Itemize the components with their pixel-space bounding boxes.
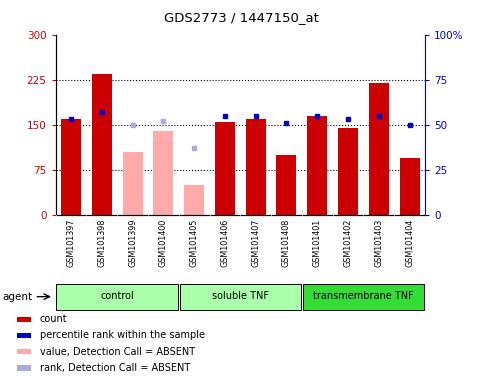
Text: GSM101407: GSM101407 [251, 218, 260, 267]
Bar [180, 284, 301, 310]
Bar [16, 349, 31, 354]
Bar [276, 155, 297, 215]
Text: GSM101398: GSM101398 [97, 218, 106, 267]
Text: GSM101408: GSM101408 [282, 218, 291, 266]
Text: GSM101400: GSM101400 [159, 218, 168, 266]
Text: GSM101399: GSM101399 [128, 218, 137, 267]
Bar [16, 316, 31, 322]
Bar [215, 122, 235, 215]
Text: GDS2773 / 1447150_at: GDS2773 / 1447150_at [164, 12, 319, 25]
Text: GSM101406: GSM101406 [220, 218, 229, 266]
Bar [61, 119, 81, 215]
Text: GSM101404: GSM101404 [405, 218, 414, 266]
Text: soluble TNF: soluble TNF [212, 291, 269, 301]
Bar [123, 152, 142, 215]
Text: percentile rank within the sample: percentile rank within the sample [40, 331, 205, 341]
Bar [92, 74, 112, 215]
Text: rank, Detection Call = ABSENT: rank, Detection Call = ABSENT [40, 362, 190, 372]
Bar [303, 284, 424, 310]
Text: GSM101397: GSM101397 [67, 218, 75, 267]
Text: value, Detection Call = ABSENT: value, Detection Call = ABSENT [40, 346, 195, 356]
Text: control: control [100, 291, 134, 301]
Bar [184, 185, 204, 215]
Text: agent: agent [2, 291, 32, 302]
Bar [399, 158, 420, 215]
Bar [246, 119, 266, 215]
Bar [338, 128, 358, 215]
Bar [57, 284, 178, 310]
Bar [16, 333, 31, 338]
Bar [153, 131, 173, 215]
Text: count: count [40, 314, 68, 324]
Bar [369, 83, 389, 215]
Bar [16, 365, 31, 371]
Bar [307, 116, 327, 215]
Text: transmembrane TNF: transmembrane TNF [313, 291, 414, 301]
Text: GSM101405: GSM101405 [190, 218, 199, 267]
Text: GSM101401: GSM101401 [313, 218, 322, 266]
Text: GSM101402: GSM101402 [343, 218, 353, 267]
Text: GSM101403: GSM101403 [374, 218, 384, 266]
